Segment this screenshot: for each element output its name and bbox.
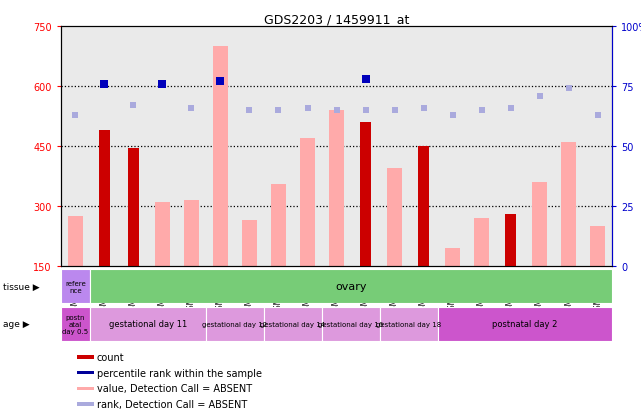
- Text: tissue ▶: tissue ▶: [3, 282, 40, 291]
- Text: age ▶: age ▶: [3, 319, 30, 328]
- Bar: [293, 27, 322, 266]
- Bar: [78, 402, 94, 406]
- Text: gestational day 12: gestational day 12: [203, 321, 267, 327]
- Bar: [213, 47, 228, 266]
- Bar: [474, 218, 489, 266]
- Bar: [300, 139, 315, 266]
- Title: GDS2203 / 1459911_at: GDS2203 / 1459911_at: [264, 13, 409, 26]
- Text: value, Detection Call = ABSENT: value, Detection Call = ABSENT: [97, 384, 252, 394]
- Bar: [380, 307, 438, 341]
- Bar: [467, 27, 496, 266]
- Bar: [409, 27, 438, 266]
- Bar: [68, 216, 83, 266]
- Bar: [438, 27, 467, 266]
- Text: gestational day 18: gestational day 18: [376, 321, 442, 327]
- Bar: [90, 27, 119, 266]
- Bar: [380, 27, 409, 266]
- Bar: [78, 387, 94, 390]
- Bar: [351, 27, 380, 266]
- Bar: [554, 27, 583, 266]
- Bar: [505, 214, 517, 266]
- Bar: [235, 27, 264, 266]
- Text: refere
nce: refere nce: [65, 280, 86, 293]
- Bar: [78, 356, 94, 359]
- Bar: [242, 221, 257, 266]
- Text: gestational day 16: gestational day 16: [319, 321, 384, 327]
- Bar: [206, 27, 235, 266]
- Bar: [322, 27, 351, 266]
- Bar: [438, 307, 612, 341]
- Text: percentile rank within the sample: percentile rank within the sample: [97, 368, 262, 378]
- Bar: [184, 200, 199, 266]
- Bar: [61, 27, 90, 266]
- Bar: [128, 149, 139, 266]
- Bar: [148, 27, 177, 266]
- Bar: [264, 307, 322, 341]
- Text: ovary: ovary: [335, 282, 367, 292]
- Text: count: count: [97, 352, 124, 362]
- Text: postnatal day 2: postnatal day 2: [492, 319, 558, 328]
- Bar: [322, 307, 380, 341]
- Bar: [590, 226, 605, 266]
- Bar: [525, 27, 554, 266]
- Text: rank, Detection Call = ABSENT: rank, Detection Call = ABSENT: [97, 399, 247, 409]
- Bar: [533, 183, 547, 266]
- Bar: [90, 307, 206, 341]
- Bar: [562, 142, 576, 266]
- Bar: [61, 307, 90, 341]
- Bar: [99, 131, 110, 266]
- Bar: [61, 270, 90, 304]
- Bar: [264, 27, 293, 266]
- Bar: [496, 27, 525, 266]
- Bar: [445, 248, 460, 266]
- Bar: [360, 123, 371, 266]
- Bar: [177, 27, 206, 266]
- Text: postn
atal
day 0.5: postn atal day 0.5: [62, 314, 88, 334]
- Bar: [155, 202, 170, 266]
- Text: gestational day 14: gestational day 14: [260, 321, 326, 327]
- Bar: [329, 111, 344, 266]
- Bar: [418, 147, 429, 266]
- Bar: [387, 169, 402, 266]
- Bar: [206, 307, 264, 341]
- Bar: [583, 27, 612, 266]
- Text: gestational day 11: gestational day 11: [109, 319, 187, 328]
- Bar: [78, 371, 94, 375]
- Bar: [271, 185, 286, 266]
- Bar: [119, 27, 148, 266]
